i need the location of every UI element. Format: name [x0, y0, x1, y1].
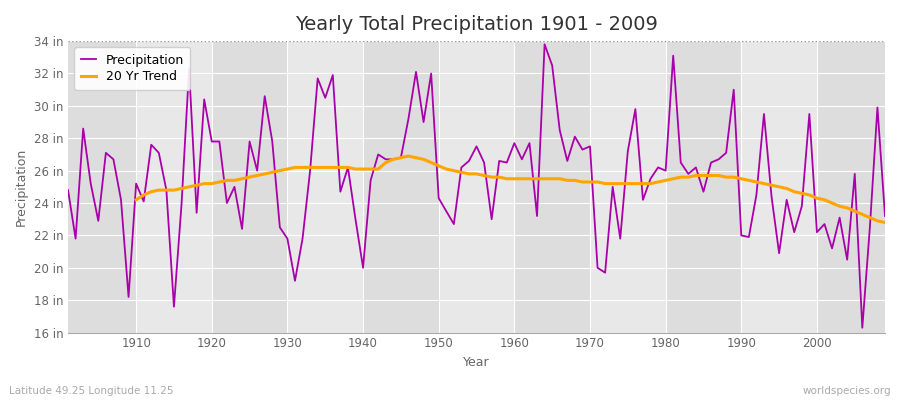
Precipitation [608, 184, 618, 189]
Bar [287, 41, 363, 332]
Precipitation [879, 214, 890, 218]
Precipitation [539, 42, 550, 47]
X-axis label: Year: Year [464, 356, 490, 369]
Precipitation [508, 141, 519, 146]
Bar [817, 41, 893, 332]
Legend: Precipitation, 20 Yr Trend: Precipitation, 20 Yr Trend [75, 47, 190, 90]
20 Yr Trend [585, 180, 596, 184]
20 Yr Trend [826, 201, 837, 206]
Precipitation [290, 278, 301, 283]
Bar [438, 41, 514, 332]
20 Yr Trend [850, 209, 860, 214]
20 Yr Trend [879, 220, 890, 225]
Bar [136, 41, 212, 332]
Bar [363, 41, 438, 332]
Bar [590, 41, 666, 332]
Line: Precipitation: Precipitation [68, 44, 885, 328]
Y-axis label: Precipitation: Precipitation [15, 148, 28, 226]
20 Yr Trend [403, 154, 414, 158]
20 Yr Trend [130, 198, 141, 202]
Bar [212, 41, 287, 332]
Bar [893, 41, 900, 332]
Bar [514, 41, 590, 332]
Bar [60, 41, 136, 332]
Text: Latitude 49.25 Longitude 11.25: Latitude 49.25 Longitude 11.25 [9, 386, 174, 396]
Precipitation [335, 189, 346, 194]
Bar [742, 41, 817, 332]
Precipitation [123, 294, 134, 299]
Precipitation [63, 188, 74, 192]
Line: 20 Yr Trend: 20 Yr Trend [136, 156, 885, 222]
Title: Yearly Total Precipitation 1901 - 2009: Yearly Total Precipitation 1901 - 2009 [295, 15, 658, 34]
Precipitation [501, 160, 512, 165]
Text: worldspecies.org: worldspecies.org [803, 386, 891, 396]
20 Yr Trend [305, 165, 316, 170]
Bar [666, 41, 742, 332]
20 Yr Trend [524, 176, 535, 181]
20 Yr Trend [274, 168, 285, 173]
Precipitation [857, 325, 868, 330]
